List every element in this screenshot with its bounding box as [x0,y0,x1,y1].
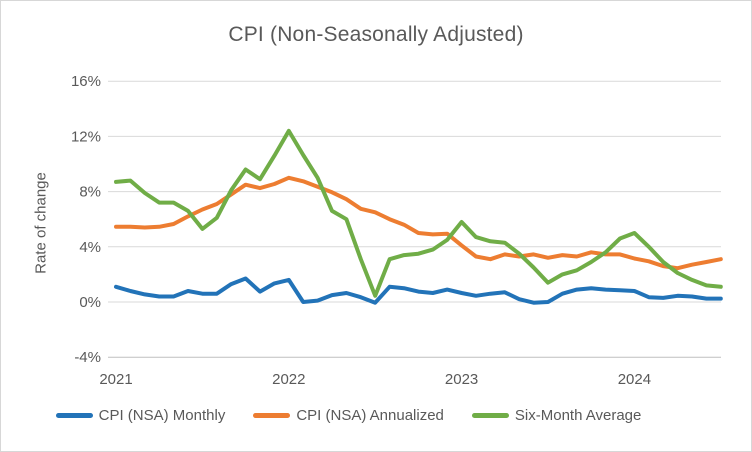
legend-label-annualized: CPI (NSA) Annualized [296,407,444,424]
legend: CPI (NSA) Monthly CPI (NSA) Annualized S… [1,407,751,424]
series-line-cpi-nsa-monthly [114,276,723,305]
y-tick-label: 16% [71,73,101,90]
y-tick-label: -4% [74,349,101,366]
legend-label-sixmonth: Six-Month Average [514,407,642,424]
series-line-six-month-average [114,128,723,298]
legend-item-sixmonth: Six-Month Average [471,407,642,424]
series-line-cpi-nsa-annualized [114,175,723,271]
x-tick-label: 2022 [272,371,305,388]
legend-item-monthly: CPI (NSA) Monthly [55,407,226,424]
legend-label-monthly: CPI (NSA) Monthly [98,407,226,424]
legend-swatch-monthly [55,413,93,418]
x-tick-label: 2023 [445,371,478,388]
y-tick-label: 12% [71,128,101,145]
legend-item-annualized: CPI (NSA) Annualized [253,407,444,424]
y-tick-label: 8% [79,184,101,201]
chart-title: CPI (Non-Seasonally Adjusted) [228,23,524,46]
legend-swatch-annualized [253,413,291,418]
x-tick-label: 2024 [618,371,651,388]
y-tick-label: 4% [79,239,101,256]
legend-swatch-sixmonth [471,413,509,418]
x-tick-label: 2021 [99,371,132,388]
y-tick-label: 0% [79,294,101,311]
